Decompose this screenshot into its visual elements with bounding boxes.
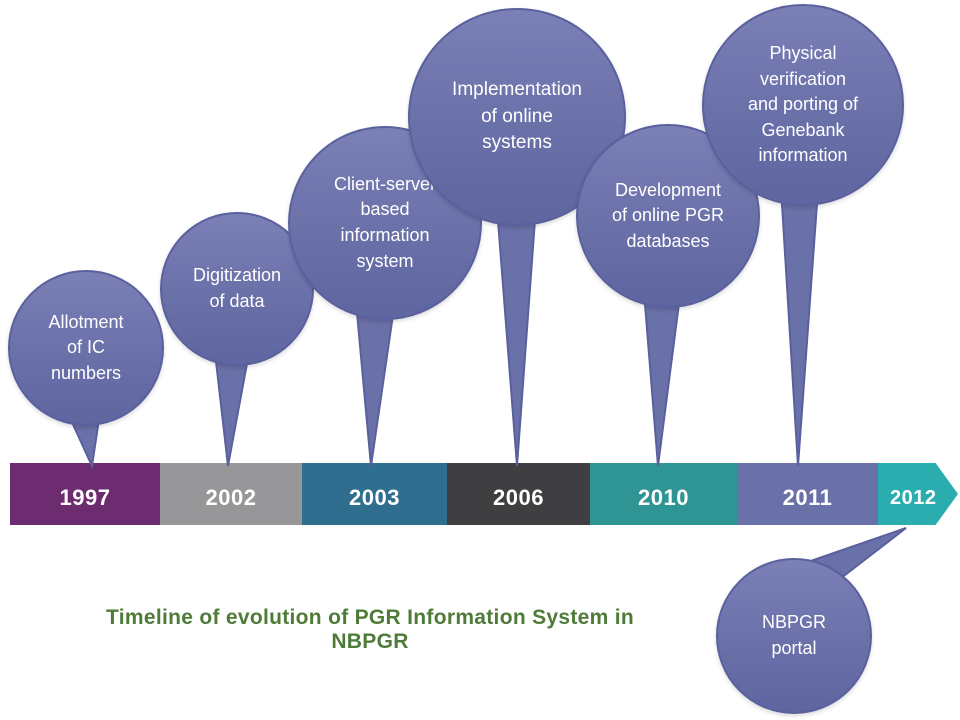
timeline-segment-2002: 2002 — [160, 463, 302, 525]
callout-tail-development — [642, 286, 683, 467]
callout-allotment-ic-numbers: Allotment of IC numbers — [8, 270, 164, 426]
callout-physical-verification-genebank: Physical verification and porting of Gen… — [702, 4, 904, 206]
caption-title: Timeline of evolution of PGR Information… — [106, 606, 634, 653]
callout-text: Allotment of IC numbers — [48, 311, 124, 383]
callout-client-server-system: Client-server based information system — [288, 126, 482, 320]
callout-text: Implementation of online systems — [452, 78, 582, 154]
timeline-segment-1997: 1997 — [10, 463, 160, 525]
timeline-segment-2006: 2006 — [447, 463, 590, 525]
callout-text: Client-server based information system — [333, 173, 437, 271]
callout-nbpgr-portal: NBPGR portal — [716, 558, 872, 714]
callout-text: Development of online PGR databases — [611, 179, 725, 251]
callout-tail-implementation — [495, 204, 538, 467]
year-label-2002: 2002 — [205, 485, 257, 510]
callout-tail-physical-verification — [779, 186, 820, 467]
callout-text: Digitization of data — [192, 265, 282, 311]
timeline-segment-2003: 2003 — [302, 463, 447, 525]
timeline-segment-2011: 2011 — [737, 463, 878, 525]
callout-text: NBPGR portal — [761, 612, 826, 658]
timeline-segment-2010: 2010 — [590, 463, 737, 525]
callout-tail-client-server — [354, 300, 396, 467]
year-label-2006: 2006 — [493, 485, 544, 510]
year-label-1997: 1997 — [59, 485, 111, 510]
callout-text: Physical verification and porting of Gen… — [747, 43, 859, 166]
year-label-2011: 2011 — [782, 485, 833, 510]
year-label-2010: 2010 — [638, 485, 689, 510]
year-label-2012: 2012 — [890, 486, 937, 509]
year-label-2003: 2003 — [349, 485, 400, 510]
callout-development-pgr-databases: Development of online PGR databases — [576, 124, 760, 308]
